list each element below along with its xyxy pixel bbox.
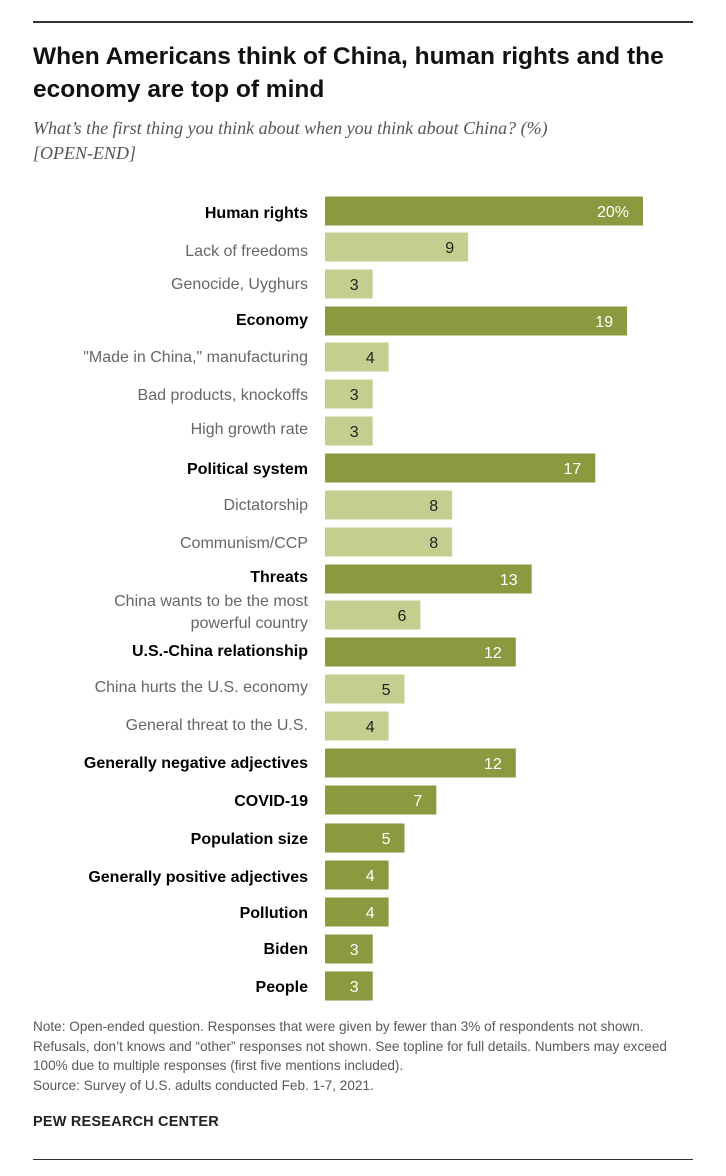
bar-lack-of-freedoms (325, 232, 469, 262)
category-label-population-size: Population size (191, 831, 308, 848)
value-label-china-hurts-the-u-s-economy: 5 (382, 682, 391, 699)
bar-bad-products-knockoffs (325, 379, 373, 409)
value-label-dictatorship: 8 (429, 498, 438, 515)
bottom-rule (33, 1159, 693, 1160)
value-label-human-rights: 20% (597, 204, 629, 221)
subtitle-question: What’s the first thing you think about w… (33, 118, 548, 138)
bar-u-s-china-relationship (325, 637, 516, 667)
category-label-biden: Biden (264, 941, 308, 958)
category-label-dictatorship: Dictatorship (224, 497, 309, 514)
category-label-genocide-uyghurs: Genocide, Uyghurs (171, 276, 308, 293)
category-label-generally-negative-adjectives: Generally negative adjectives (84, 755, 308, 772)
bar-made-in-china-manufacturing (325, 342, 389, 372)
category-label-china-wants-to-be-the-most-powerful-country: China wants to be the most powerful count… (114, 593, 308, 632)
value-label-threats: 13 (500, 572, 518, 589)
category-label-generally-positive-adjectives: Generally positive adjectives (88, 869, 308, 886)
value-label-generally-negative-adjectives: 12 (484, 756, 502, 773)
category-label-threats: Threats (250, 569, 308, 586)
top-rule (33, 21, 693, 23)
category-label-political-system: Political system (187, 461, 308, 478)
value-label-genocide-uyghurs: 3 (350, 277, 359, 294)
category-label-high-growth-rate: High growth rate (191, 421, 308, 438)
value-label-communism-ccp: 8 (429, 535, 438, 552)
bar-pollution (325, 897, 389, 927)
bar-population-size (325, 823, 405, 853)
category-label-china-hurts-the-u-s-economy: China hurts the U.S. economy (95, 679, 308, 696)
category-label-covid-19: COVID-19 (234, 793, 308, 810)
value-label-economy: 19 (595, 314, 613, 331)
category-label-u-s-china-relationship: U.S.-China relationship (132, 643, 308, 660)
bar-biden (325, 934, 373, 964)
bar-human-rights (325, 196, 643, 226)
bar-general-threat-to-the-u-s (325, 711, 389, 741)
category-label-made-in-china-manufacturing: "Made in China," manufacturing (83, 349, 308, 366)
value-label-biden: 3 (350, 942, 359, 959)
category-label-people: People (256, 979, 309, 996)
value-label-general-threat-to-the-u-s: 4 (366, 719, 375, 736)
bar-chart: 20% Human rights 9 Lack of freedoms 3 Genocid… (83, 196, 643, 1001)
bar-political-system (325, 453, 596, 483)
organization-name: PEW RESEARCH CENTER (33, 1114, 219, 1130)
category-label-economy: Economy (236, 312, 308, 329)
bar-people (325, 971, 373, 1001)
bar-threats (325, 564, 532, 594)
value-label-people: 3 (350, 979, 359, 996)
bar-high-growth-rate (325, 416, 373, 446)
category-label-human-rights: Human rights (205, 205, 308, 222)
bar-generally-positive-adjectives (325, 860, 389, 890)
value-label-u-s-china-relationship: 12 (484, 645, 502, 662)
bar-economy (325, 306, 628, 336)
note-text: Note: Open-ended question. Responses tha… (33, 1019, 667, 1074)
chart-title: When Americans think of China, human rig… (33, 43, 664, 103)
category-label-lack-of-freedoms: Lack of freedoms (185, 243, 308, 260)
bar-china-wants-to-be-the-most-powerful-country (325, 600, 421, 630)
chart-subtitle: What’s the first thing you think about w… (33, 116, 673, 166)
bar-covid-19 (325, 785, 437, 815)
bar-dictatorship (325, 490, 453, 520)
value-label-population-size: 5 (382, 831, 391, 848)
source-text: Source: Survey of U.S. adults conducted … (33, 1077, 374, 1093)
bar-genocide-uyghurs (325, 269, 373, 299)
category-label-general-threat-to-the-u-s: General threat to the U.S. (126, 717, 308, 734)
value-label-high-growth-rate: 3 (350, 424, 359, 441)
subtitle-open-end: [OPEN-END] (33, 143, 136, 163)
category-label-bad-products-knockoffs: Bad products, knockoffs (138, 387, 308, 404)
value-label-covid-19: 7 (413, 793, 422, 810)
value-label-lack-of-freedoms: 9 (445, 240, 454, 257)
value-label-china-wants-to-be-the-most-powerful-country: 6 (397, 608, 406, 625)
value-label-pollution: 4 (366, 905, 375, 922)
bar-china-hurts-the-u-s-economy (325, 674, 405, 704)
category-label-pollution: Pollution (240, 905, 308, 922)
value-label-bad-products-knockoffs: 3 (350, 387, 359, 404)
value-label-made-in-china-manufacturing: 4 (366, 350, 375, 367)
value-label-generally-positive-adjectives: 4 (366, 868, 375, 885)
value-label-political-system: 17 (564, 461, 582, 478)
bar-generally-negative-adjectives (325, 748, 516, 778)
chart-note: Note: Open-ended question. Responses tha… (33, 1017, 703, 1095)
bar-communism-ccp (325, 527, 453, 557)
category-label-communism-ccp: Communism/CCP (180, 535, 308, 552)
